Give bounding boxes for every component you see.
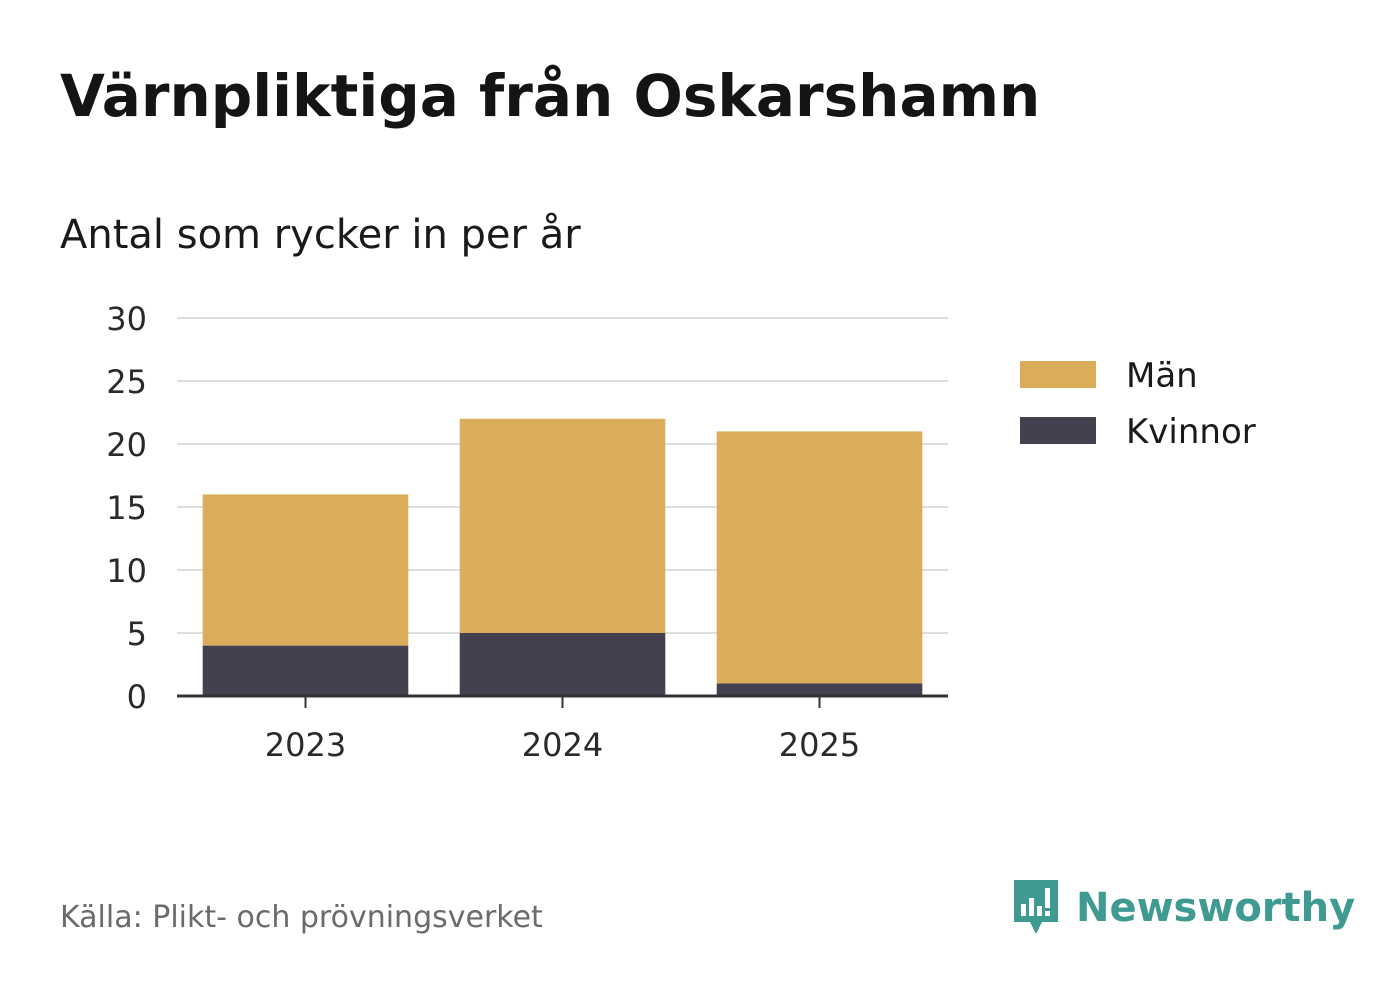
bar-kvinnor-2025 — [716, 683, 923, 696]
y-tick-label: 20 — [106, 426, 147, 464]
y-tick-label: 5 — [127, 615, 147, 653]
bar-kvinnor-2024 — [459, 633, 666, 696]
brand-name: Newsworthy — [1076, 885, 1356, 931]
chart-subtitle: Antal som rycker in per år — [60, 212, 581, 258]
x-tick-label: 2025 — [779, 726, 860, 764]
x-tick-label: 2023 — [265, 726, 346, 764]
legend-label-män: Män — [1126, 356, 1198, 396]
bar-män-2025 — [716, 431, 923, 684]
legend-swatch-kvinnor — [1020, 417, 1096, 444]
y-tick-label: 15 — [106, 489, 147, 527]
brand-logo: Newsworthy — [1010, 876, 1355, 940]
newsworthy-logo-icon — [1014, 880, 1058, 934]
legend-swatch-män — [1020, 361, 1096, 388]
legend-label-kvinnor: Kvinnor — [1126, 412, 1256, 452]
bar-män-2023 — [202, 494, 409, 646]
y-tick-label: 10 — [106, 552, 147, 590]
chart-title: Värnpliktiga från Oskarshamn — [60, 62, 1041, 130]
x-tick-label: 2024 — [522, 726, 603, 764]
y-tick-label: 25 — [106, 363, 147, 401]
bar-kvinnor-2023 — [202, 645, 409, 696]
source-note: Källa: Plikt- och prövningsverket — [60, 900, 543, 935]
y-tick-label: 30 — [106, 300, 147, 338]
bar-män-2024 — [459, 418, 666, 633]
y-tick-label: 0 — [127, 678, 147, 716]
